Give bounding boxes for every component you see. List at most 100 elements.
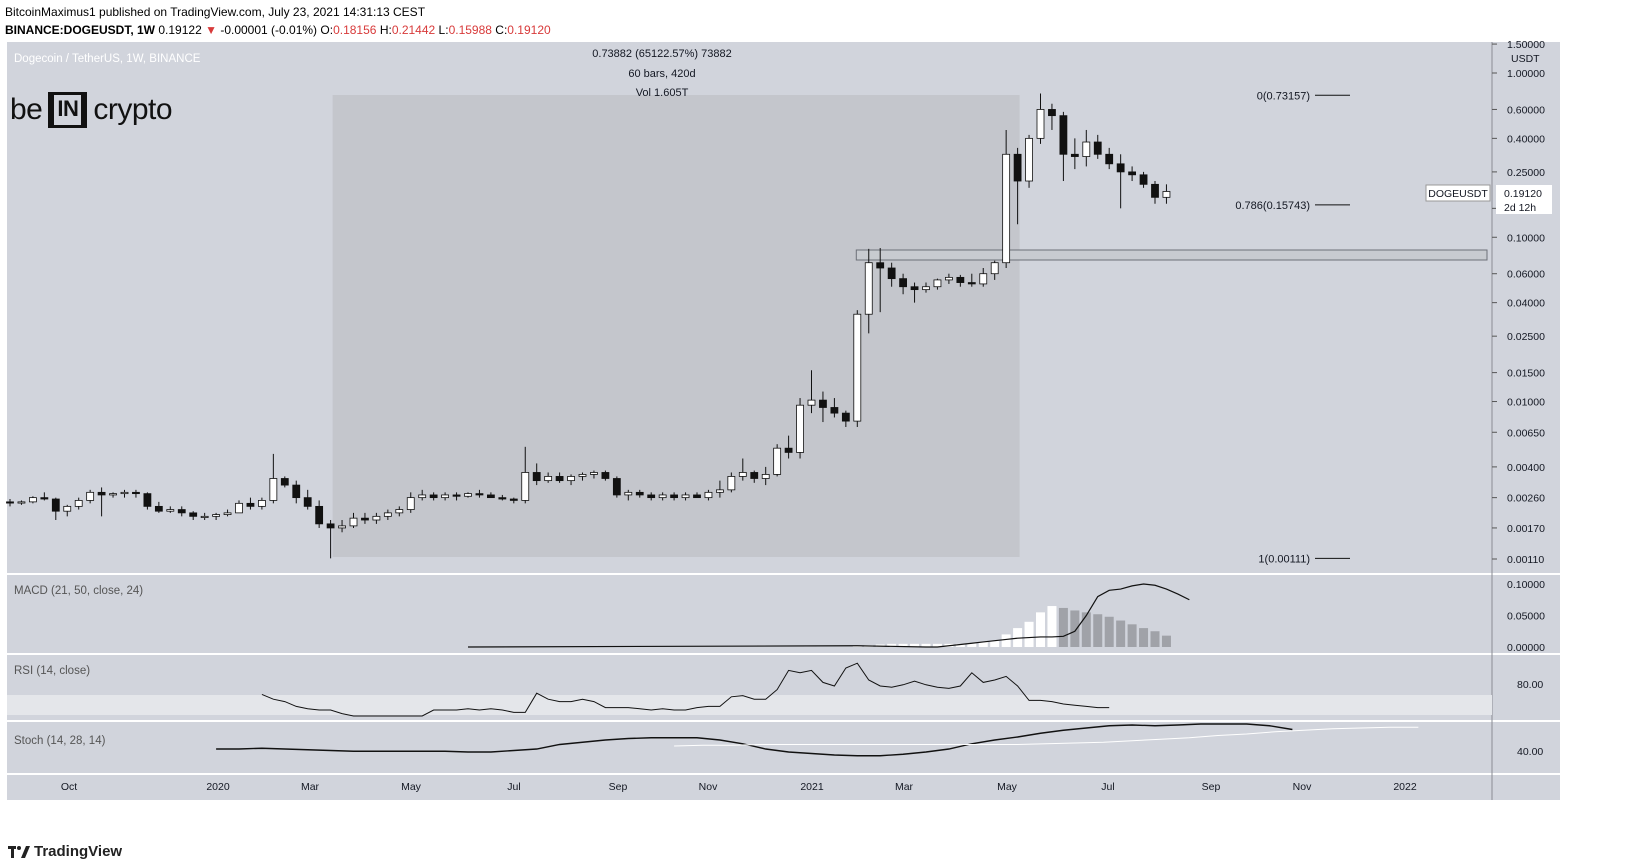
logo-right: crypto	[93, 93, 173, 126]
candle-body	[40, 497, 49, 500]
time-tick-label: Sep	[1202, 781, 1221, 793]
macd-hist-bar	[921, 643, 931, 647]
candle-body	[361, 517, 369, 521]
candle-body	[109, 493, 117, 496]
candle-body	[876, 262, 885, 269]
candle-body	[395, 509, 404, 514]
candle-body	[269, 478, 278, 501]
macd-pane: MACD (21, 50, close, 24) 0.10000 0.05000 0.…	[14, 579, 1545, 654]
candle-body	[784, 447, 793, 453]
candle-body	[910, 286, 919, 291]
last-price-tag: 0.19120	[1504, 188, 1542, 200]
candle-body	[452, 494, 461, 497]
time-tick-label: Mar	[301, 781, 320, 793]
candle-body	[1093, 141, 1102, 155]
candle-body	[830, 407, 839, 414]
symbol-label: BINANCE:DOGEUSDT, 1W	[5, 23, 156, 37]
open-value: 0.18156	[333, 23, 377, 37]
macd-hist-bar	[1036, 612, 1045, 647]
high-value: 0.21442	[391, 23, 436, 37]
candle-body	[807, 399, 816, 406]
macd-hist-bar	[1104, 616, 1114, 647]
stoch-d-line	[674, 726, 1419, 747]
candle-body	[429, 494, 438, 499]
candle-body	[74, 500, 83, 507]
last-price-tag-box	[1496, 185, 1552, 214]
candle-body	[475, 493, 484, 496]
time-tick-label: Jul	[1101, 781, 1114, 793]
candle-body	[1116, 163, 1125, 173]
macd-hist-bar	[1024, 621, 1034, 647]
candle-body	[1013, 153, 1022, 182]
price-tick-label: 0.01500	[1507, 368, 1545, 380]
candle-body	[292, 484, 301, 499]
price-unit: USDT	[1511, 53, 1540, 65]
candle-body	[235, 502, 243, 514]
price-tick-label: 0.04000	[1507, 298, 1545, 310]
candle-body	[17, 501, 26, 504]
candle-body	[1048, 109, 1056, 117]
candle-body	[509, 498, 518, 501]
range-box-label-2: 60 bars, 420d	[628, 68, 695, 80]
candle-body	[1162, 191, 1171, 198]
price-tick-label: 1.00000	[1507, 68, 1545, 80]
price-tick-label: 0.00170	[1507, 523, 1545, 535]
fib-label: 1(0.00111)	[1258, 553, 1310, 565]
macd-tick-label: 0.05000	[1507, 611, 1545, 623]
macd-hist-bar	[1001, 634, 1011, 647]
candle-body	[567, 476, 575, 482]
candle-body	[257, 500, 266, 507]
resistance-zone-rect	[855, 249, 1488, 261]
change-value: -0.00001 (-0.01%)	[220, 23, 318, 37]
price-tick-label: 0.01000	[1507, 397, 1545, 409]
candle-body	[177, 509, 186, 514]
chart-texts: DOGEUSDT 0.19120 2d 12h Dogecoin / TetherUS…	[14, 53, 1552, 214]
stoch-k-line	[216, 723, 1293, 757]
candle-body	[166, 509, 175, 512]
candle-body	[120, 491, 129, 495]
candle-body	[773, 447, 782, 475]
time-tick-label: Nov	[699, 781, 718, 793]
price-tick-label: 0.00110	[1507, 554, 1544, 566]
candle-body	[338, 525, 346, 529]
candle-body	[647, 494, 656, 499]
candle-body	[1105, 153, 1114, 165]
macd-hist-bar	[1139, 628, 1149, 647]
price-tick-label: 0.25000	[1507, 167, 1545, 179]
candle-body	[1036, 109, 1045, 139]
candle-body	[315, 505, 324, 525]
candle-body	[1002, 153, 1011, 264]
candle-body	[383, 512, 392, 517]
symbol-tag-name: DOGEUSDT	[1428, 188, 1488, 200]
candle-body	[349, 517, 358, 527]
time-tick-label: Mar	[895, 781, 914, 793]
stoch-title: Stoch (14, 28, 14)	[14, 735, 106, 747]
candle-body	[6, 501, 14, 504]
candle-body	[200, 515, 209, 518]
stoch-pane: Stoch (14, 28, 14) 40.00	[14, 723, 1543, 758]
candle-body	[1070, 153, 1079, 157]
candle-body	[967, 282, 976, 285]
candle-body	[704, 491, 713, 499]
macd-hist-bar	[932, 643, 942, 647]
candle-body	[486, 494, 495, 499]
candle-body	[819, 399, 827, 408]
candle-body	[864, 262, 873, 315]
time-tick-label: Nov	[1293, 781, 1312, 793]
measure-range-box[interactable]: 0.73882 (65122.57%) 73882 60 bars, 420d Vo…	[332, 48, 1020, 557]
range-box-rect	[332, 95, 1020, 557]
open-label: O:	[320, 23, 334, 37]
macd-line	[467, 583, 1190, 648]
candle-body	[154, 505, 163, 512]
candle-body	[212, 514, 221, 517]
candle-body	[28, 497, 37, 503]
candle-body	[532, 472, 541, 482]
tradingview-footer[interactable]: TradingView	[8, 843, 122, 860]
resistance-zone[interactable]	[855, 249, 1488, 261]
fib-levels[interactable]: 0(0.73157) 0.786(0.15743) 1(0.00111)	[1235, 90, 1350, 565]
candle-body	[372, 515, 381, 521]
low-value: 0.15988	[448, 23, 492, 37]
macd-hist-bar	[955, 643, 965, 647]
price-tick-label: 0.00400	[1507, 462, 1545, 474]
